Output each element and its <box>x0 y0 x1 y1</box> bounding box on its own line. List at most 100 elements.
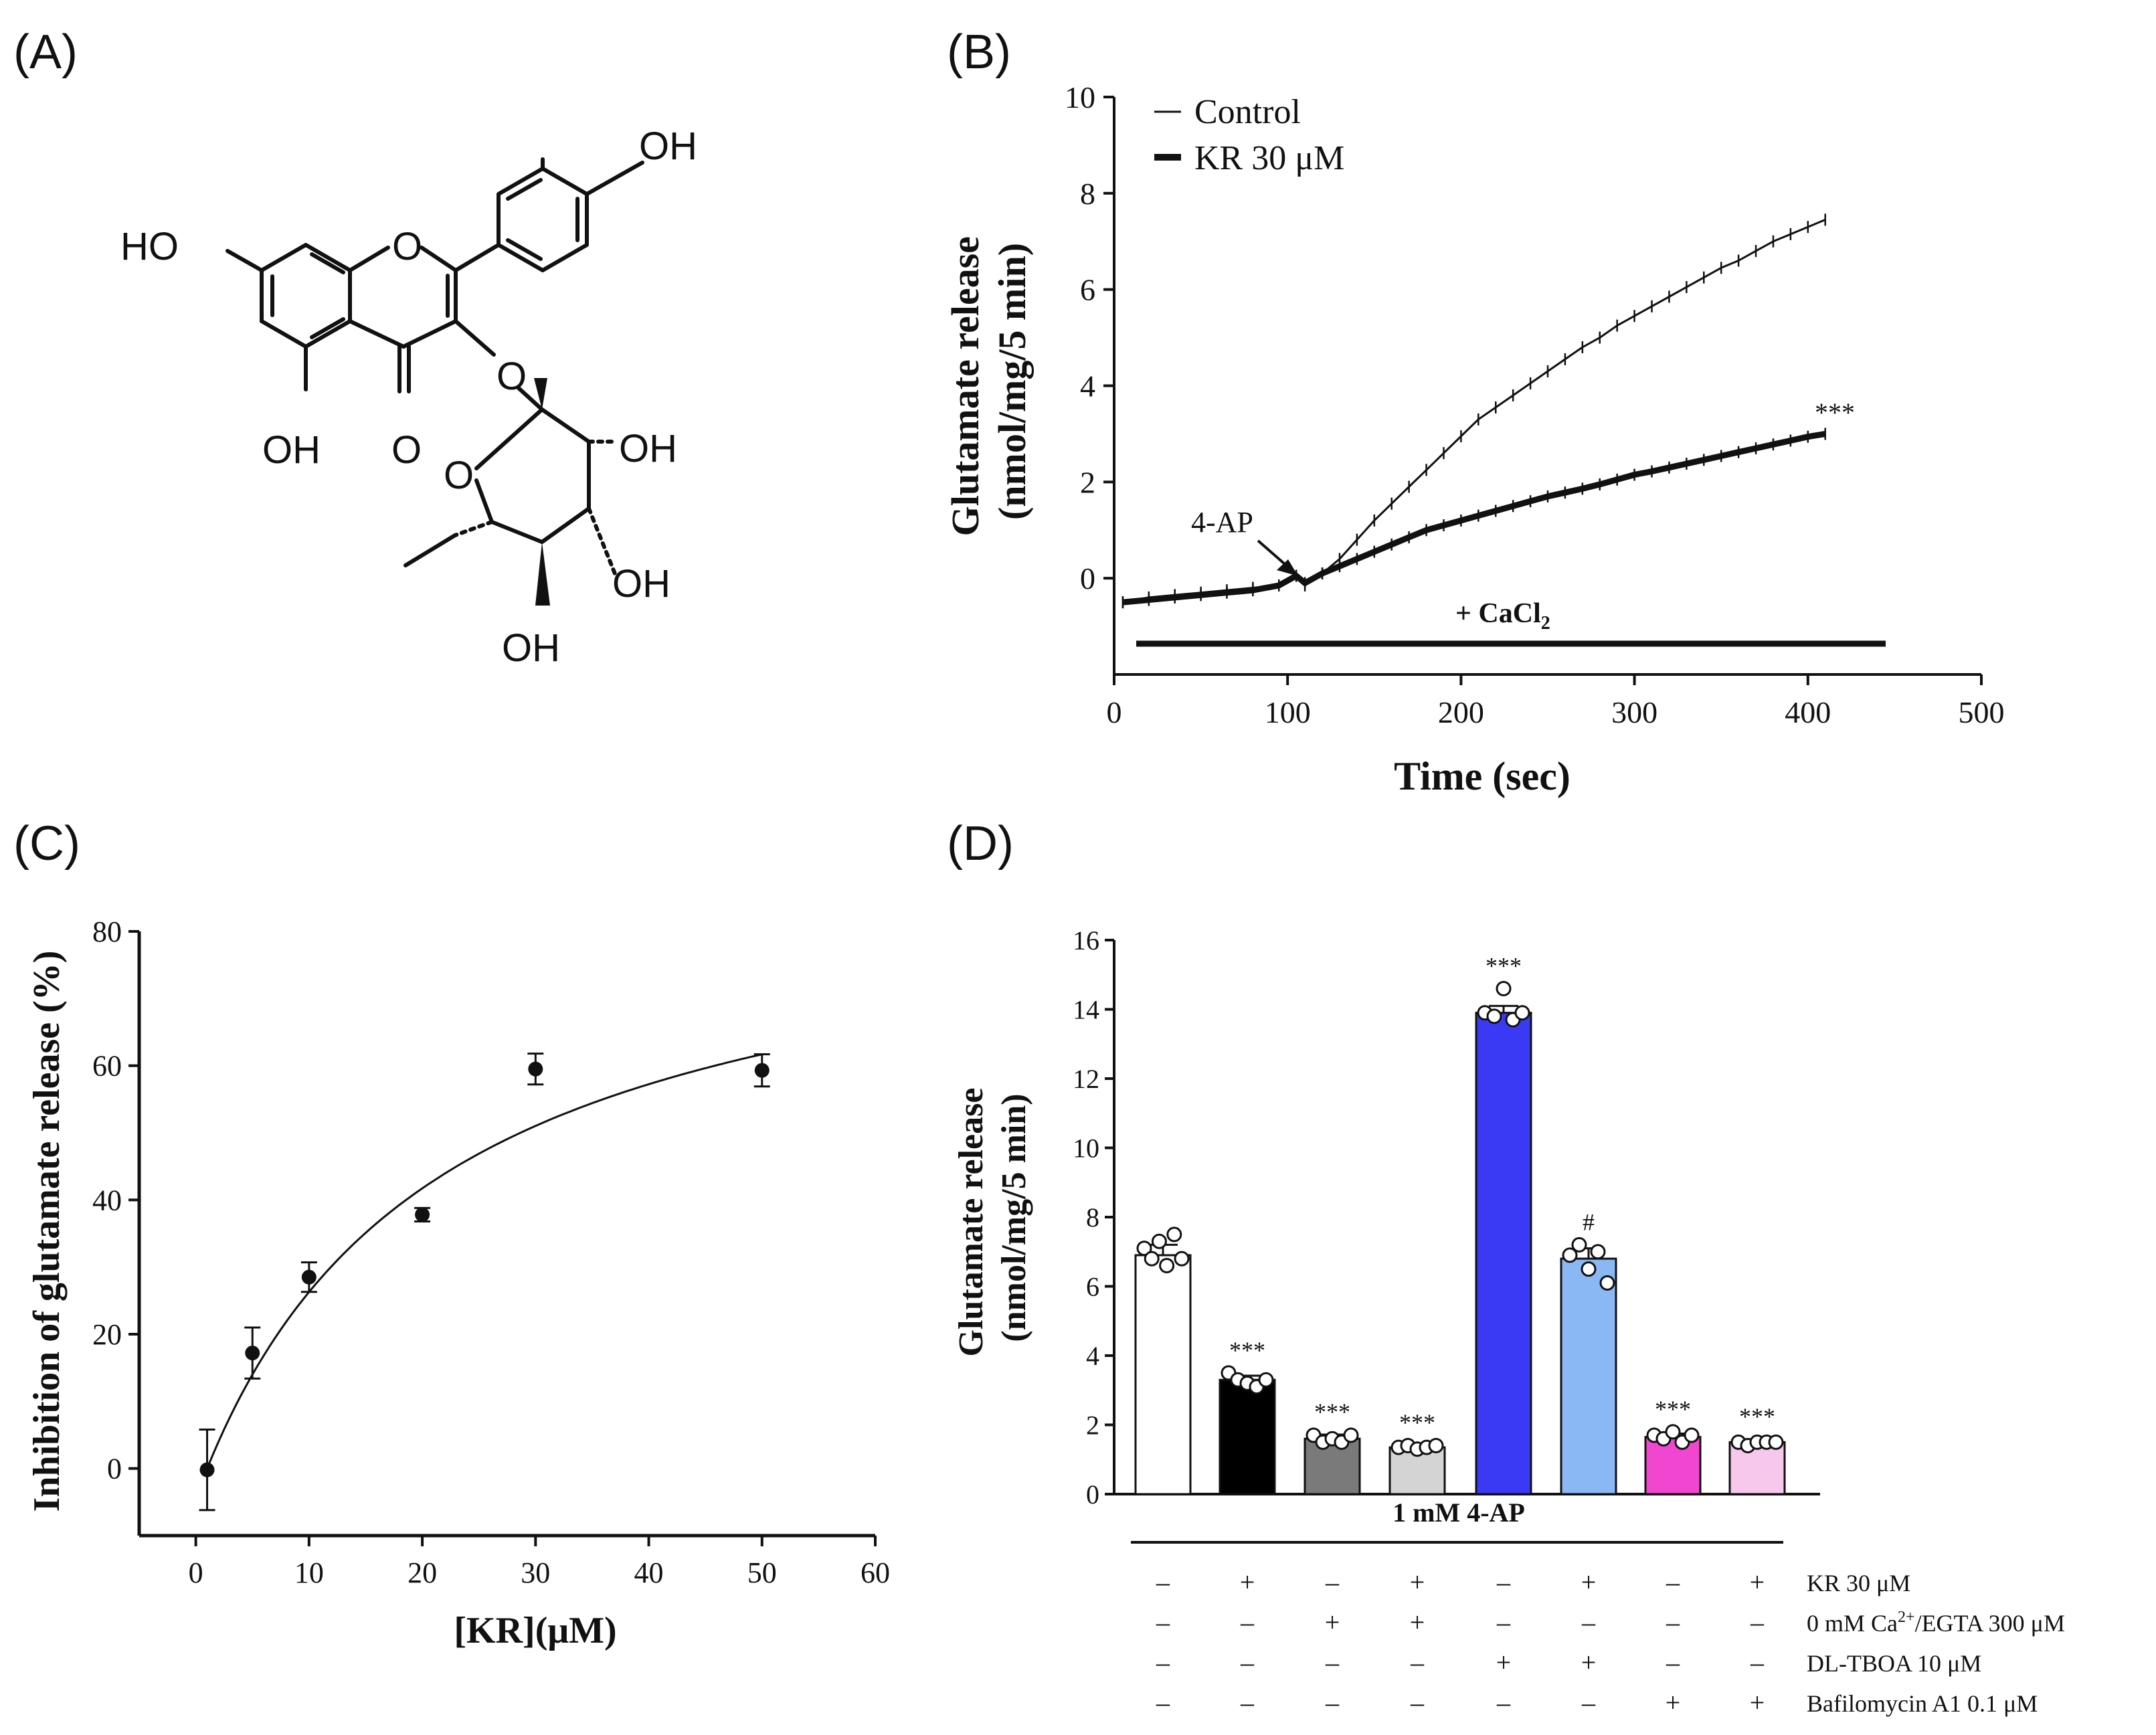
condition-mark: – <box>1325 1687 1340 1718</box>
chart-b-y-tick-label: 0 <box>1080 561 1095 596</box>
condition-mark: – <box>1581 1607 1596 1637</box>
chart-c-x-tick-label: 50 <box>747 1556 777 1589</box>
condition-mark: + <box>1410 1567 1425 1597</box>
panel-a-letter: (A) <box>13 25 78 79</box>
chart-d-data-point <box>1428 1438 1444 1454</box>
condition-mark: – <box>1156 1647 1170 1677</box>
condition-mark: – <box>1156 1567 1170 1597</box>
condition-mark: – <box>1496 1567 1511 1597</box>
condition-mark: + <box>1581 1567 1597 1597</box>
chart-b-x-tick-label: 200 <box>1438 695 1484 729</box>
condition-mark: – <box>1410 1647 1425 1677</box>
chart-c-point <box>528 1061 543 1077</box>
chart-c-point <box>199 1462 215 1477</box>
legend-control-label: Control <box>1194 93 1301 131</box>
chart-d-y-label: Glutamate release (nmol/mg/5 min) <box>952 1079 1033 1357</box>
chart-d-y-ticks: 0 2 4 6 8 10 12 14 16 <box>1073 925 1114 1510</box>
chart-b-x-ticks: 0 100 200 300 400 500 <box>1107 674 2005 729</box>
chart-c-x-tick-label: 30 <box>521 1556 550 1589</box>
atom-label-o-carbonyl: O <box>391 428 422 472</box>
chart-c-y-tick-label: 80 <box>92 915 122 948</box>
chart-c-x-ticks: 0 10 20 30 40 50 60 <box>189 1536 890 1589</box>
chart-b-x-tick-label: 500 <box>1959 695 2005 729</box>
atom-label-oh-3: OH <box>612 562 670 606</box>
atom-label-o-ring: O <box>392 225 422 268</box>
chart-c-fit-curve <box>206 1053 763 1469</box>
condition-mark: + <box>1410 1607 1425 1637</box>
chart-b-y-tick-label: 8 <box>1080 177 1095 211</box>
condition-mark: + <box>1496 1647 1512 1677</box>
condition-mark: – <box>1240 1687 1255 1718</box>
chart-b-x-tick-label: 300 <box>1611 695 1657 729</box>
atom-label-oh-4: OH <box>502 626 560 670</box>
condition-mark: + <box>1325 1607 1340 1637</box>
chart-d-data-point <box>1136 1241 1152 1257</box>
chart-b-x-tick-label: 100 <box>1265 695 1311 729</box>
chart-d-data-point <box>1581 1261 1597 1277</box>
chart-d-data-point <box>1590 1244 1606 1260</box>
chemical-structure <box>226 157 644 577</box>
chart-b-y-tick-label: 6 <box>1080 273 1095 307</box>
panel-d-letter: (D) <box>947 817 1014 871</box>
chart-d-significance: *** <box>1486 952 1522 979</box>
chart-d-data-point <box>1496 980 1512 996</box>
chart-d-significance: *** <box>1314 1398 1350 1425</box>
condition-mark: – <box>1240 1607 1255 1637</box>
chart-d-bars: *** *** *** *** # *** *** <box>1134 952 1786 1495</box>
chart-c-point <box>754 1063 770 1078</box>
chart-d-y-tick-label: 8 <box>1086 1202 1099 1232</box>
wedge-bond <box>535 542 550 606</box>
chart-c-x-tick-label: 60 <box>861 1556 890 1589</box>
chart-d: 0 2 4 6 8 10 12 14 16 *** *** *** *** # *** *** Glutam… <box>952 925 2065 1718</box>
atom-label-o-glycoside: O <box>497 355 527 398</box>
chart-d-significance: *** <box>1229 1337 1265 1364</box>
chart-c-y-label: Inhibition of glutamate release (%) <box>26 951 68 1512</box>
chart-d-bar <box>1644 1436 1702 1495</box>
chart-b-x-tick-label: 400 <box>1785 695 1831 729</box>
panel-c-letter: (C) <box>13 817 80 871</box>
chart-d-bar <box>1219 1378 1276 1495</box>
chart-d-data-point <box>1599 1275 1615 1291</box>
chart-c-y-tick-label: 20 <box>92 1318 122 1351</box>
chart-c-x-tick-label: 0 <box>189 1556 203 1589</box>
condition-mark: – <box>1325 1567 1340 1597</box>
chart-d-bar <box>1560 1257 1617 1495</box>
chart-d-bar <box>1304 1437 1361 1495</box>
condition-label-bafilomycin: Bafilomycin A1 0.1 μM <box>1807 1690 2038 1717</box>
atom-labels: OH HO O O O OH O OH OH OH <box>120 124 697 670</box>
chart-d-y-tick-label: 6 <box>1086 1272 1099 1302</box>
chart-d-significance: *** <box>1399 1409 1435 1436</box>
atom-label-oh-2: OH <box>619 427 677 470</box>
chart-b-y-ticks: 0 2 4 6 8 10 <box>1065 80 1114 596</box>
chart-c-y-tick-label: 0 <box>107 1453 122 1485</box>
chart-d-data-point <box>1151 1233 1167 1249</box>
condition-mark: – <box>1410 1687 1425 1718</box>
condition-mark: – <box>1666 1607 1680 1637</box>
chart-c-point <box>301 1269 317 1285</box>
chart-b-y-tick-label: 2 <box>1080 465 1095 499</box>
chart-d-y-tick-label: 4 <box>1086 1341 1099 1371</box>
condition-label-kr: KR 30 μM <box>1807 1570 1910 1596</box>
chart-d-significance: *** <box>1655 1396 1691 1423</box>
arrow-label-4ap: 4-AP <box>1191 506 1253 539</box>
chart-c-y-ticks: 0 20 40 60 80 <box>92 915 139 1485</box>
chart-d-y-tick-label: 2 <box>1086 1410 1099 1441</box>
chart-d-data-point <box>1166 1226 1182 1243</box>
cacl2-label: + CaCl2 <box>1455 598 1550 634</box>
chart-d-data-point <box>1486 1008 1502 1024</box>
chart-d-significance: # <box>1583 1208 1595 1235</box>
chart-d-significance: *** <box>1739 1403 1775 1430</box>
chart-b-series <box>1121 213 1826 609</box>
chart-b-x-tick-label: 0 <box>1107 695 1122 729</box>
chart-d-data-point <box>1571 1237 1587 1253</box>
chart-d-bar <box>1728 1441 1786 1495</box>
chart-c-points <box>199 1053 770 1512</box>
condition-mark: + <box>1750 1687 1765 1718</box>
wedge-bond <box>534 378 547 409</box>
chart-b-y-tick-label: 10 <box>1065 80 1095 114</box>
chart-d-data-point <box>1144 1251 1160 1267</box>
condition-mark: + <box>1750 1567 1765 1597</box>
chart-b-y-tick-label: 4 <box>1080 369 1095 403</box>
condition-mark: – <box>1666 1647 1680 1677</box>
chart-d-y-tick-label: 14 <box>1073 995 1099 1025</box>
